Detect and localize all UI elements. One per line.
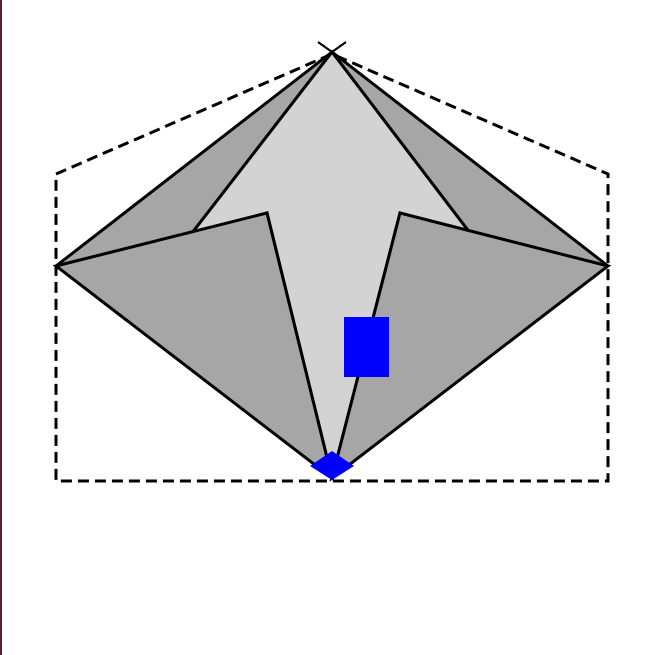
blue-square-marker xyxy=(344,317,389,377)
left-lower-flap xyxy=(52,211,335,482)
top-point-cross xyxy=(317,41,347,63)
dashed-outline xyxy=(54,52,610,483)
blue-diamond-marker xyxy=(310,451,354,480)
left-frame-border xyxy=(0,0,2,655)
